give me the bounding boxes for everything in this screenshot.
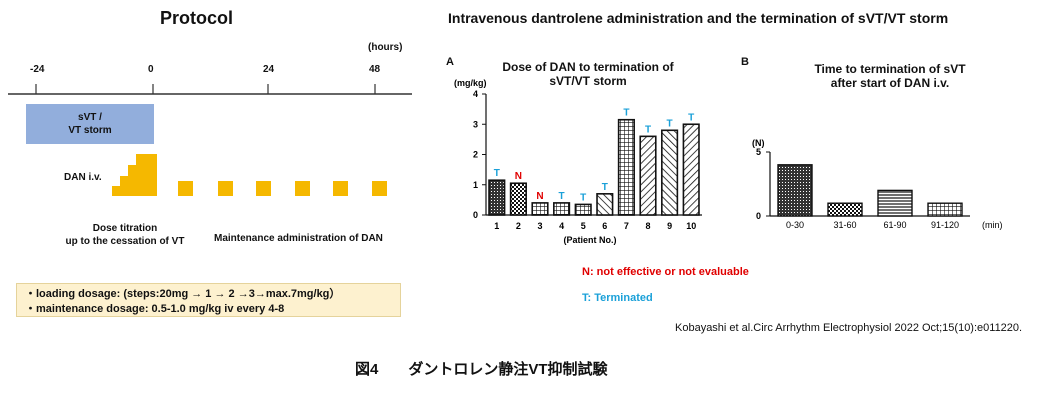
chart-a-outcome-label: T — [494, 168, 500, 179]
chart-a-bar — [553, 202, 571, 216]
tick-0: 0 — [148, 64, 154, 75]
figure-caption: 図4 ダントロレン静注VT抑制試験 — [355, 361, 608, 378]
chart-a-ytick-label: 0 — [473, 210, 478, 220]
maintenance-dose-block — [372, 181, 387, 196]
chart-a-ytick-label: 2 — [473, 150, 478, 160]
chart-b-xtick-label: 0-30 — [786, 220, 804, 230]
chart-a-title-line1: Dose of DAN to termination of — [502, 60, 674, 74]
dose-titration-staircase — [112, 154, 157, 196]
chart-b-title: Time to termination of sVT after start o… — [790, 62, 990, 90]
chart-a-xtick-label: 10 — [686, 221, 696, 231]
chart-a-ytick-label: 4 — [473, 89, 478, 99]
legend-terminated: T: Terminated — [582, 292, 653, 304]
chart-a-bar — [661, 129, 679, 216]
dosage-line-loading: ・loading dosage: (steps:20mg → 1 → 2 →3→… — [25, 288, 341, 300]
chart-a-xtick-label: 9 — [667, 221, 672, 231]
chart-a-xlabel: (Patient No.) — [564, 235, 617, 245]
protocol-title: Protocol — [160, 8, 234, 28]
chart-a-xtick-label: 3 — [537, 221, 542, 231]
chart-a-xtick-label: 5 — [581, 221, 586, 231]
titration-label: Dose titration up to the cessation of VT — [40, 222, 210, 248]
titration-label-line2: up to the cessation of VT — [65, 236, 185, 247]
chart-a-outcome-label: T — [688, 112, 694, 123]
chart-a-bar — [509, 182, 527, 216]
main-title: Intravenous dantrolene administration an… — [448, 10, 949, 26]
chart-a-title: Dose of DAN to termination of sVT/VT sto… — [468, 60, 708, 88]
tick-24: 24 — [263, 64, 275, 75]
timeline-graphic — [8, 84, 412, 196]
chart-a-bar — [574, 203, 592, 216]
chart-b: (N) 0 5 0-30 31-60 61-90 91-120 (min) — [752, 138, 1003, 230]
chart-b-xtick-label: 91-120 — [931, 220, 959, 230]
dosage-line-maintenance: ・maintenance dosage: 0.5-1.0 mg/kg iv ev… — [25, 303, 285, 315]
dosage-box: ・loading dosage: (steps:20mg → 1 → 2 →3→… — [16, 283, 401, 317]
chart-a-bar — [488, 179, 506, 216]
chart-a-outcome-label: T — [602, 182, 608, 193]
chart-a-outcome-label: T — [623, 108, 629, 119]
chart-a-ytick-label: 1 — [473, 180, 478, 190]
panel-a-label: A — [446, 56, 454, 68]
tick-48: 48 — [369, 64, 381, 75]
chart-a-outcome-label: N — [536, 191, 543, 202]
maintenance-dose-block — [333, 181, 348, 196]
tick-minus-24: -24 — [30, 64, 45, 75]
vt-storm-label-line2: VT storm — [68, 125, 112, 136]
chart-b-bar — [777, 164, 813, 217]
chart-a-ytick-label: 3 — [473, 119, 478, 129]
chart-a-bar — [531, 202, 549, 216]
chart-a-outcome-label: T — [580, 192, 586, 203]
panel-b-label: B — [741, 56, 749, 68]
titration-label-line1: Dose titration — [92, 223, 158, 234]
chart-a-outcome-label: T — [645, 124, 651, 135]
chart-a-bar — [617, 118, 635, 216]
chart-a-xtick-label: 8 — [645, 221, 650, 231]
legend-not-effective: N: not effective or not evaluable — [582, 266, 749, 278]
chart-a-xtick-label: 7 — [624, 221, 629, 231]
maintenance-dose-block — [218, 181, 233, 196]
chart-a-bar — [596, 193, 614, 216]
chart-b-bar — [927, 202, 963, 217]
chart-a-title-line2: sVT/VT storm — [549, 74, 627, 88]
chart-b-ytick-label: 0 — [756, 211, 761, 221]
chart-b-bar — [827, 202, 863, 217]
chart-a-outcome-label: N — [515, 171, 522, 182]
dan-iv-label: DAN i.v. — [64, 172, 102, 183]
maintenance-dose-block — [295, 181, 310, 196]
chart-b-xtick-label: 31-60 — [833, 220, 856, 230]
chart-b-xlabel: (min) — [982, 220, 1003, 230]
chart-a-ylabel: (mg/kg) — [454, 78, 487, 88]
vt-storm-label-line1: sVT / — [78, 112, 102, 123]
maintenance-label: Maintenance administration of DAN — [214, 233, 383, 244]
chart-b-xtick-label: 61-90 — [883, 220, 906, 230]
chart-b-bar — [877, 189, 913, 217]
chart-a-xtick-label: 1 — [494, 221, 499, 231]
chart-a-xtick-label: 2 — [516, 221, 521, 231]
time-unit-label: (hours) — [368, 42, 403, 53]
chart-a-xtick-label: 6 — [602, 221, 607, 231]
maintenance-dose-block — [178, 181, 193, 196]
chart-b-title-line1: Time to termination of sVT — [814, 62, 966, 76]
maintenance-dose-block — [256, 181, 271, 196]
chart-a-bar — [639, 135, 657, 216]
chart-a-bar — [682, 123, 700, 216]
chart-b-ytick-label: 5 — [756, 147, 761, 157]
chart-a-xtick-label: 4 — [559, 221, 564, 231]
chart-a-outcome-label: T — [667, 118, 673, 129]
chart-b-ylabel: (N) — [752, 138, 765, 148]
chart-a: (mg/kg) 0 1 2 3 4 1 T 2 N 3 N 4 T 5 T 6 T 7 T 8 T 9 T 10 T (Patien… — [454, 78, 702, 245]
citation: Kobayashi et al.Circ Arrhythm Electrophy… — [675, 322, 1023, 334]
vt-storm-bar: sVT / VT storm — [26, 104, 154, 144]
chart-a-outcome-label: T — [559, 191, 565, 202]
chart-b-title-line2: after start of DAN i.v. — [830, 76, 950, 90]
